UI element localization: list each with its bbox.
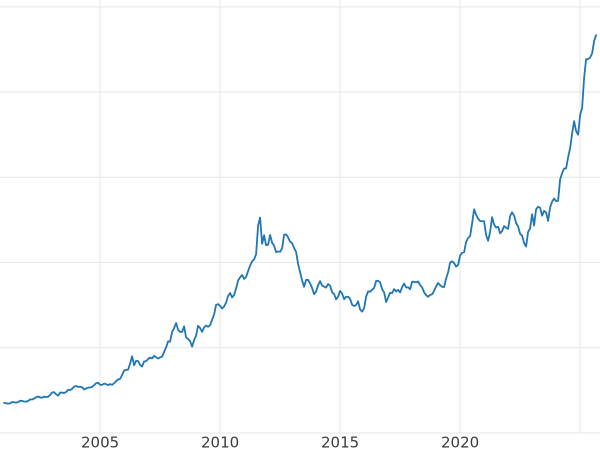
x-tick-label: 2015 bbox=[321, 433, 359, 450]
x-tick-label: 2020 bbox=[441, 433, 479, 450]
x-tick-label: 2005 bbox=[81, 433, 119, 450]
x-tick-label: 2010 bbox=[201, 433, 239, 450]
price-series-line bbox=[3, 34, 597, 405]
